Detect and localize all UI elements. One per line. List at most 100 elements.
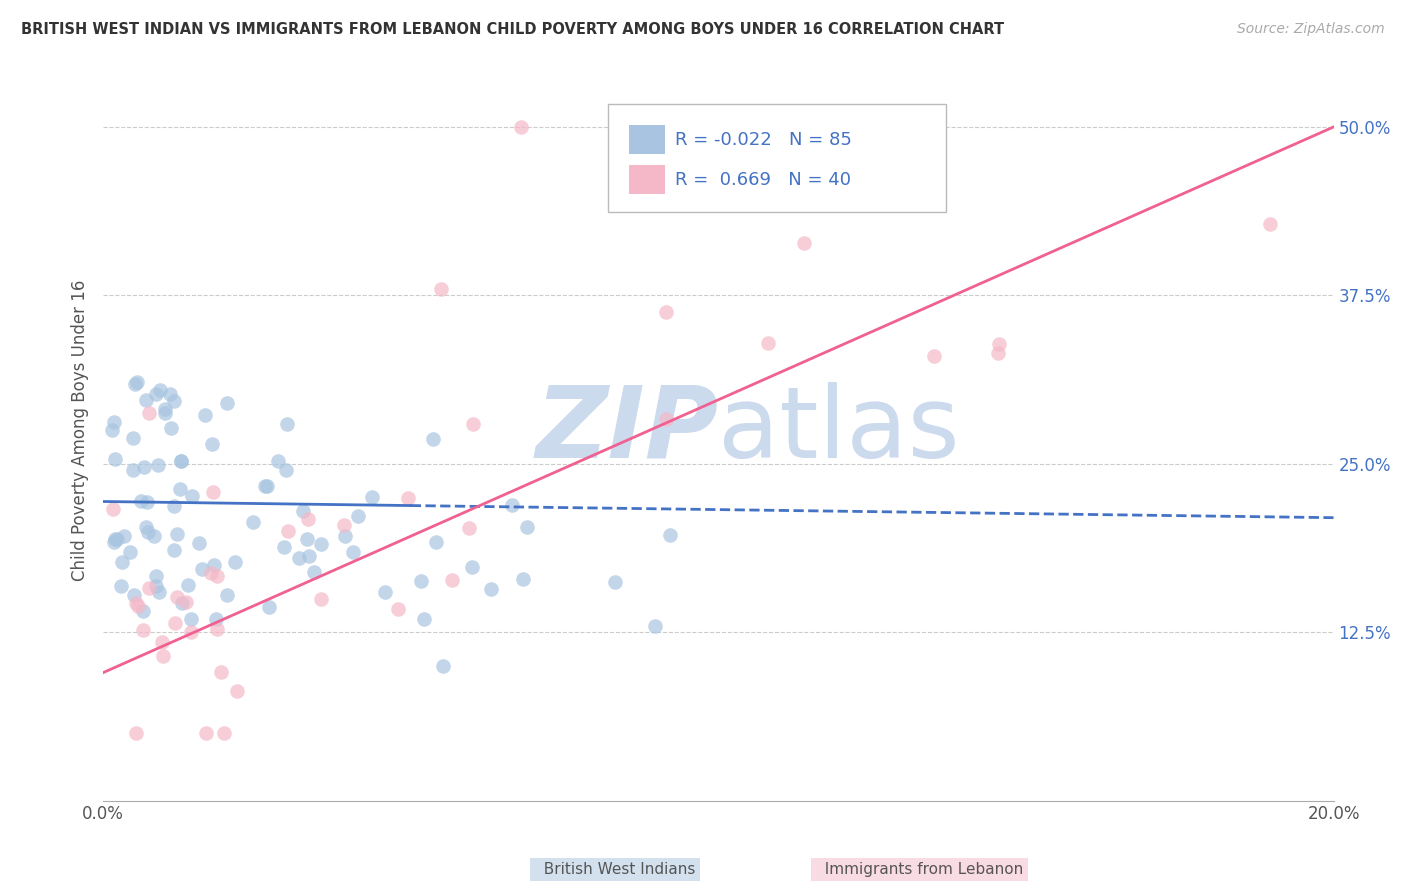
Text: British West Indians: British West Indians [534,863,696,877]
Point [166,590,188,604]
Point [125,726,148,740]
Point [411,574,433,588]
Point [922,349,945,363]
Point [177,578,200,592]
Text: ZIP: ZIP [536,382,718,479]
Point [111,555,134,569]
Point [103,534,125,549]
Point [510,120,533,134]
Point [644,619,666,633]
FancyBboxPatch shape [607,104,946,211]
Point [170,454,193,468]
Point [756,336,779,351]
Point [180,489,202,503]
Point [501,498,523,512]
Point [605,574,627,589]
Point [200,566,222,581]
Point [461,560,484,574]
Point [172,596,194,610]
Point [124,588,146,602]
Point [152,648,174,663]
Point [170,454,193,468]
Point [145,578,167,592]
Point [793,236,815,251]
Point [132,604,155,618]
Point [201,485,224,500]
Point [101,501,124,516]
Point [101,423,124,437]
Point [142,529,165,543]
Point [413,612,436,626]
Point [159,387,181,401]
Point [195,726,218,740]
Point [190,562,212,576]
Point [153,406,176,420]
Point [335,529,357,543]
Point [422,432,444,446]
Point [242,515,264,529]
Point [273,540,295,554]
Point [987,345,1010,359]
Point [153,402,176,417]
Point [342,544,364,558]
Point [463,417,485,431]
Point [150,635,173,649]
Point [440,574,463,588]
Point [136,525,159,540]
Point [387,601,409,615]
Point [180,625,202,640]
Text: BRITISH WEST INDIAN VS IMMIGRANTS FROM LEBANON CHILD POVERTY AMONG BOYS UNDER 16: BRITISH WEST INDIAN VS IMMIGRANTS FROM L… [21,22,1004,37]
Point [162,542,184,557]
Point [180,612,202,626]
Point [481,582,503,596]
Point [202,558,225,573]
Point [276,417,298,431]
Point [127,376,149,390]
Point [163,499,186,513]
Y-axis label: Child Poverty Among Boys Under 16: Child Poverty Among Boys Under 16 [72,279,89,581]
Text: Source: ZipAtlas.com: Source: ZipAtlas.com [1237,22,1385,37]
Point [136,494,159,508]
Point [146,458,169,472]
Point [205,568,228,582]
Text: R =  0.669   N = 40: R = 0.669 N = 40 [675,170,851,188]
Bar [628,125,665,154]
Point [129,493,152,508]
Point [297,511,319,525]
Point [432,659,454,673]
Point [655,305,678,319]
Point [253,478,276,492]
Point [309,537,332,551]
Point [124,376,146,391]
Point [988,337,1011,351]
Point [205,612,228,626]
Point [302,565,325,579]
Point [374,585,396,599]
Point [274,463,297,477]
Point [104,532,127,546]
Point [311,592,333,607]
Point [122,463,145,477]
Point [297,532,319,546]
Point [267,453,290,467]
Point [396,491,419,506]
Point [212,726,235,740]
Point [659,528,682,542]
Point [516,520,538,534]
Point [138,582,160,596]
Point [277,524,299,538]
Point [1258,217,1281,231]
Point [188,536,211,550]
Point [118,545,141,559]
Point [132,460,155,475]
Text: R = -0.022   N = 85: R = -0.022 N = 85 [675,130,852,149]
Point [138,406,160,420]
Point [125,596,148,610]
Point [135,392,157,407]
Point [112,529,135,543]
Text: Immigrants from Lebanon: Immigrants from Lebanon [815,863,1024,877]
Point [425,534,447,549]
Point [458,521,481,535]
Point [201,437,224,451]
Point [224,555,246,569]
